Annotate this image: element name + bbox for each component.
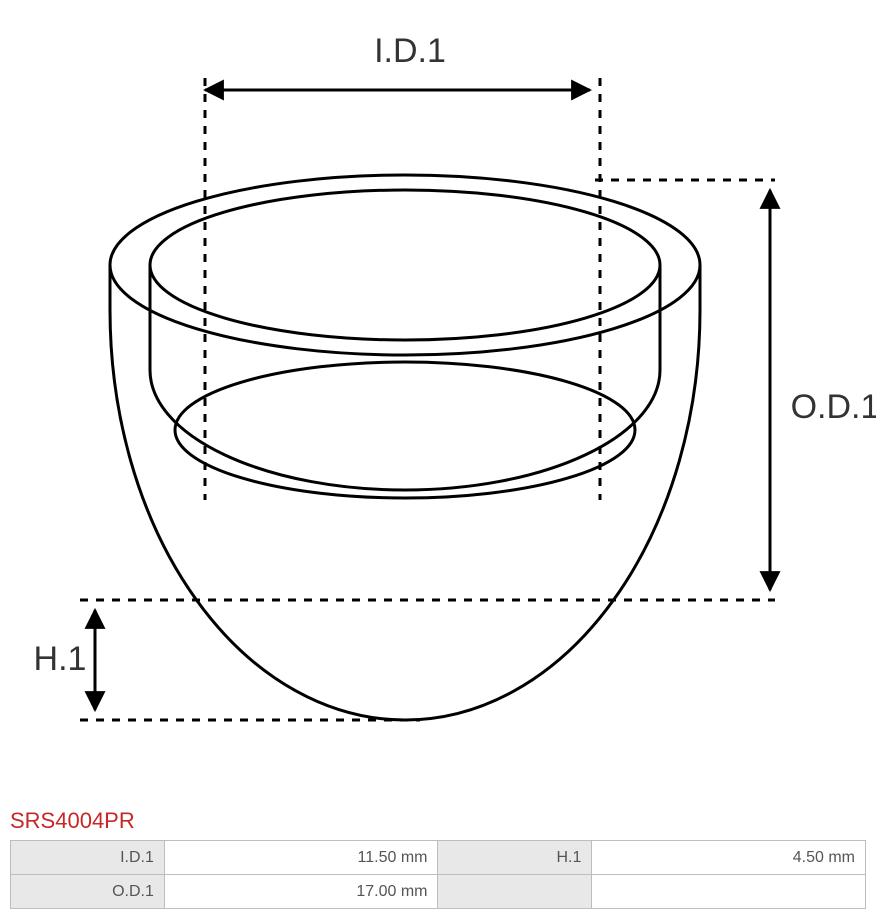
technical-diagram: I.D.1 O.D.1 H.1	[0, 0, 876, 800]
spec-label	[438, 875, 592, 909]
spec-label: O.D.1	[11, 875, 165, 909]
spec-label: I.D.1	[11, 841, 165, 875]
spec-value: 11.50 mm	[164, 841, 438, 875]
table-row: O.D.1 17.00 mm	[11, 875, 866, 909]
id1-label: I.D.1	[374, 32, 446, 70]
bowl-inner-rim	[150, 190, 660, 340]
spec-table: I.D.1 11.50 mm H.1 4.50 mm O.D.1 17.00 m…	[10, 840, 866, 909]
bowl-inner-floor	[175, 362, 635, 498]
bowl-outer-body	[110, 265, 700, 720]
spec-value: 17.00 mm	[164, 875, 438, 909]
od1-label: O.D.1	[791, 388, 876, 426]
diagram-svg: I.D.1 O.D.1 H.1	[0, 0, 876, 800]
h1-label: H.1	[34, 640, 87, 678]
spec-value: 4.50 mm	[592, 841, 866, 875]
part-number-title: SRS4004PR	[10, 808, 876, 834]
spec-label: H.1	[438, 841, 592, 875]
spec-value	[592, 875, 866, 909]
bowl-outer-rim	[110, 175, 700, 355]
table-row: I.D.1 11.50 mm H.1 4.50 mm	[11, 841, 866, 875]
